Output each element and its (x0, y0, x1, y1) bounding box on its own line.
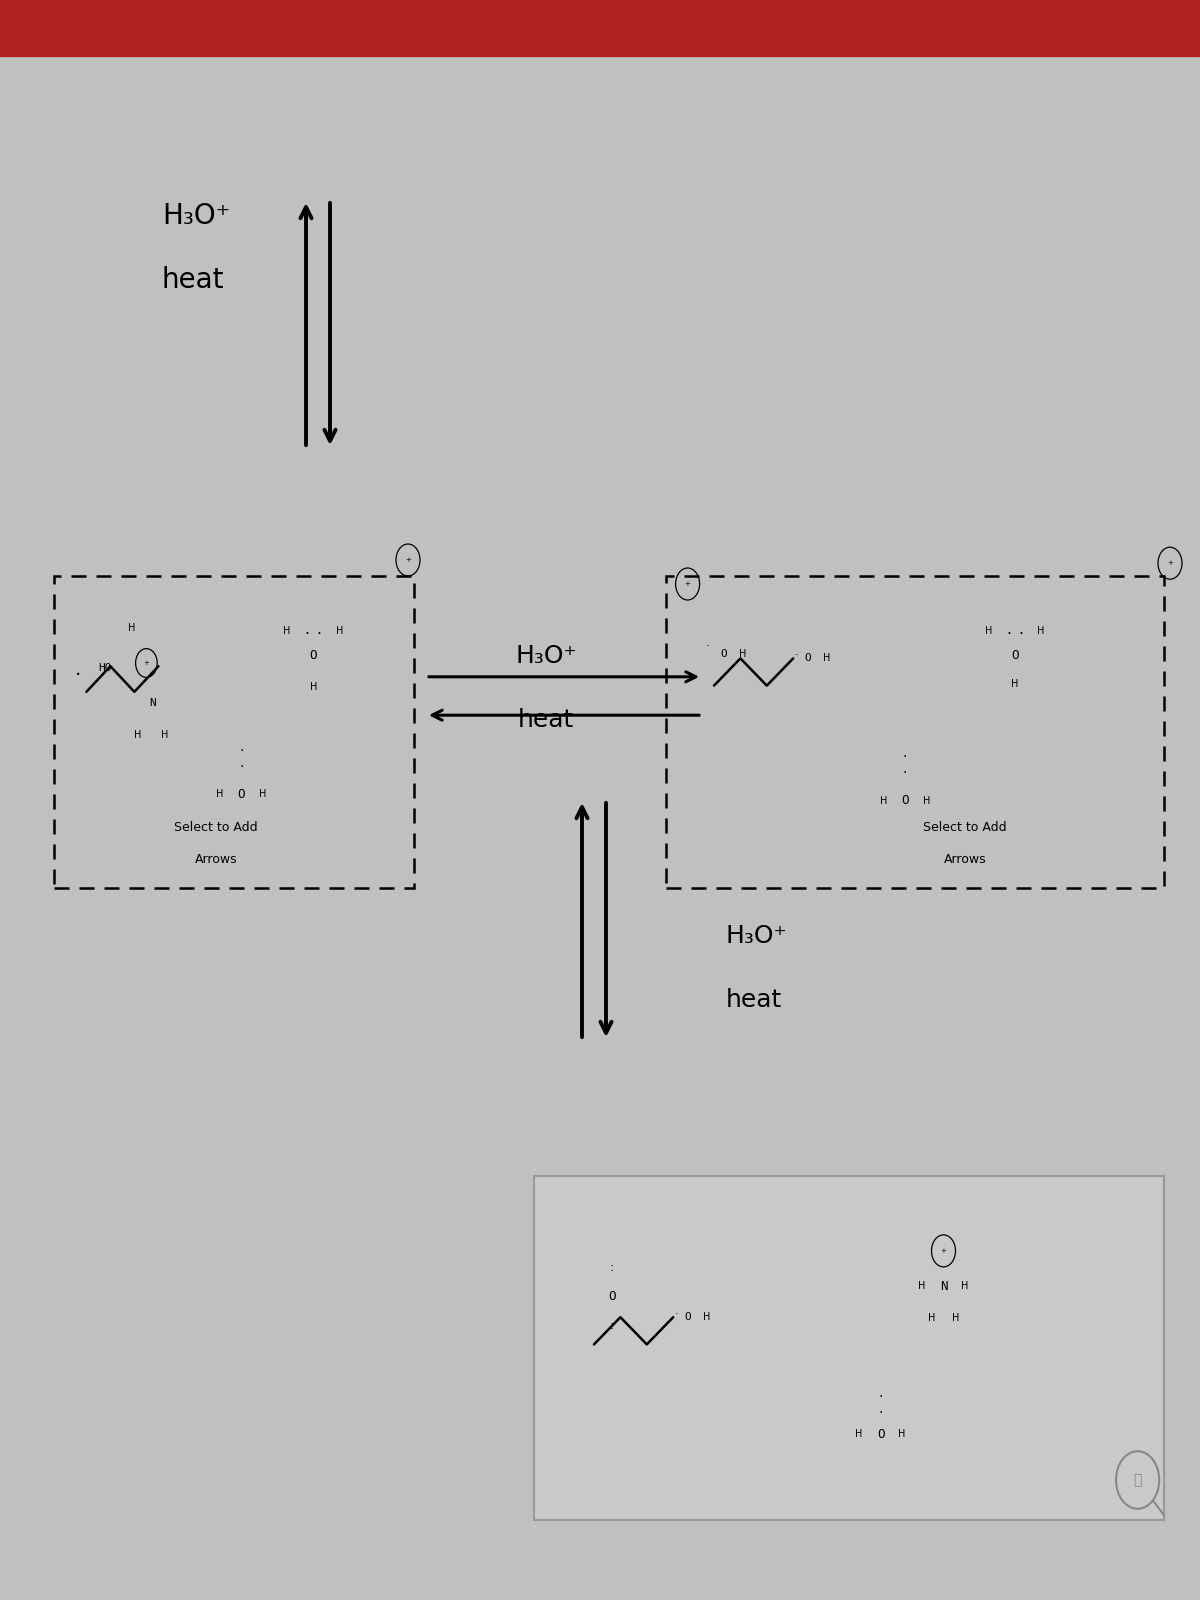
Text: H: H (259, 789, 266, 800)
Text: Arrows: Arrows (943, 853, 986, 866)
Text: H₃O⁺: H₃O⁺ (162, 202, 230, 230)
Text: H₃O⁺: H₃O⁺ (726, 925, 787, 947)
Bar (666, 576, 1164, 888)
Text: H: H (952, 1314, 959, 1323)
Text: O: O (804, 653, 811, 664)
Text: ·: · (317, 627, 322, 642)
Text: +: + (941, 1248, 947, 1254)
Text: ·: · (878, 1390, 883, 1405)
Bar (0, 0, 1200, 56)
Text: H: H (310, 682, 317, 693)
Text: :: : (610, 1261, 614, 1274)
Text: ·: · (305, 627, 310, 642)
Bar (534, 1176, 1164, 1520)
Text: ·: · (1006, 627, 1012, 642)
Text: H: H (961, 1282, 968, 1291)
Text: H: H (899, 1429, 906, 1438)
Text: 🔍: 🔍 (1134, 1474, 1141, 1486)
Text: ·: · (878, 1406, 883, 1421)
Text: N: N (149, 698, 156, 709)
Text: H: H (1037, 626, 1045, 637)
Text: H: H (216, 789, 223, 800)
Text: +: + (144, 661, 149, 666)
Text: heat: heat (162, 266, 224, 294)
Text: O: O (684, 1312, 691, 1322)
Text: +: + (685, 581, 690, 587)
Text: Arrows: Arrows (194, 853, 238, 866)
Text: ·: · (902, 750, 907, 765)
Text: :: : (610, 1318, 614, 1331)
Text: ·: · (239, 744, 244, 758)
Text: ·: · (1018, 627, 1024, 642)
Text: H: H (984, 626, 992, 637)
Text: H₃O⁺: H₃O⁺ (515, 643, 577, 669)
Bar (54, 576, 414, 888)
Text: Select to Add: Select to Add (923, 821, 1007, 834)
Text: +: + (1168, 560, 1172, 566)
Text: ·: · (706, 640, 710, 651)
Text: heat: heat (726, 987, 782, 1013)
Text: ·: · (794, 650, 799, 661)
Text: O: O (238, 787, 245, 802)
Text: H: H (336, 626, 343, 637)
Text: heat: heat (518, 707, 574, 731)
Text: O: O (310, 650, 317, 662)
Text: H: H (928, 1314, 935, 1323)
Text: H: H (128, 622, 136, 634)
Text: H: H (918, 1282, 925, 1291)
Text: HO: HO (98, 662, 112, 674)
Text: H: H (823, 653, 830, 664)
Text: H: H (703, 1312, 710, 1322)
Text: ·: · (902, 766, 907, 781)
Text: H: H (161, 730, 168, 741)
Text: ·: · (674, 1309, 679, 1318)
Text: O: O (877, 1427, 884, 1440)
Text: H: H (1010, 678, 1019, 690)
Text: Select to Add: Select to Add (174, 821, 258, 834)
Text: H: H (923, 795, 930, 806)
Text: +: + (406, 557, 410, 563)
Text: H: H (283, 626, 290, 637)
Text: N: N (940, 1280, 947, 1293)
Text: H: H (856, 1429, 863, 1438)
Text: O: O (901, 794, 908, 806)
Text: O: O (720, 648, 727, 659)
Text: ·: · (239, 760, 244, 774)
Text: O: O (608, 1290, 616, 1302)
Text: O: O (1010, 650, 1019, 662)
Text: H: H (739, 648, 746, 659)
Text: ·: · (74, 666, 82, 685)
Text: H: H (134, 730, 142, 741)
Text: H: H (880, 795, 887, 806)
